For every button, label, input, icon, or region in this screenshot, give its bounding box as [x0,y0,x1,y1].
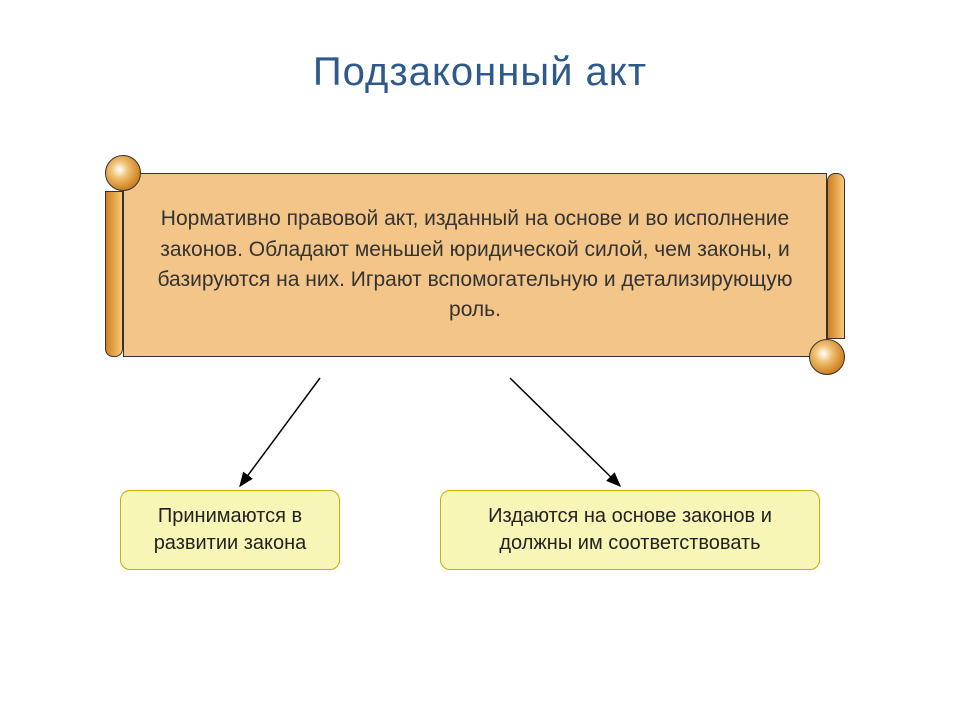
page-title: Подзаконный акт [0,50,960,95]
scroll-body: Нормативно правовой акт, изданный на осн… [123,173,827,357]
arrow-right [510,378,620,486]
scroll-curl-top-left [105,155,141,191]
box-right: Издаются на основе законов и должны им с… [440,490,820,570]
arrow-left [240,378,320,486]
scroll-edge-left [105,191,123,357]
scroll-edge-right [827,173,845,339]
scroll-curl-bottom-right [809,339,845,375]
box-left: Принимаются в развитии закона [120,490,340,570]
scroll-banner: Нормативно правовой акт, изданный на осн… [105,155,845,375]
